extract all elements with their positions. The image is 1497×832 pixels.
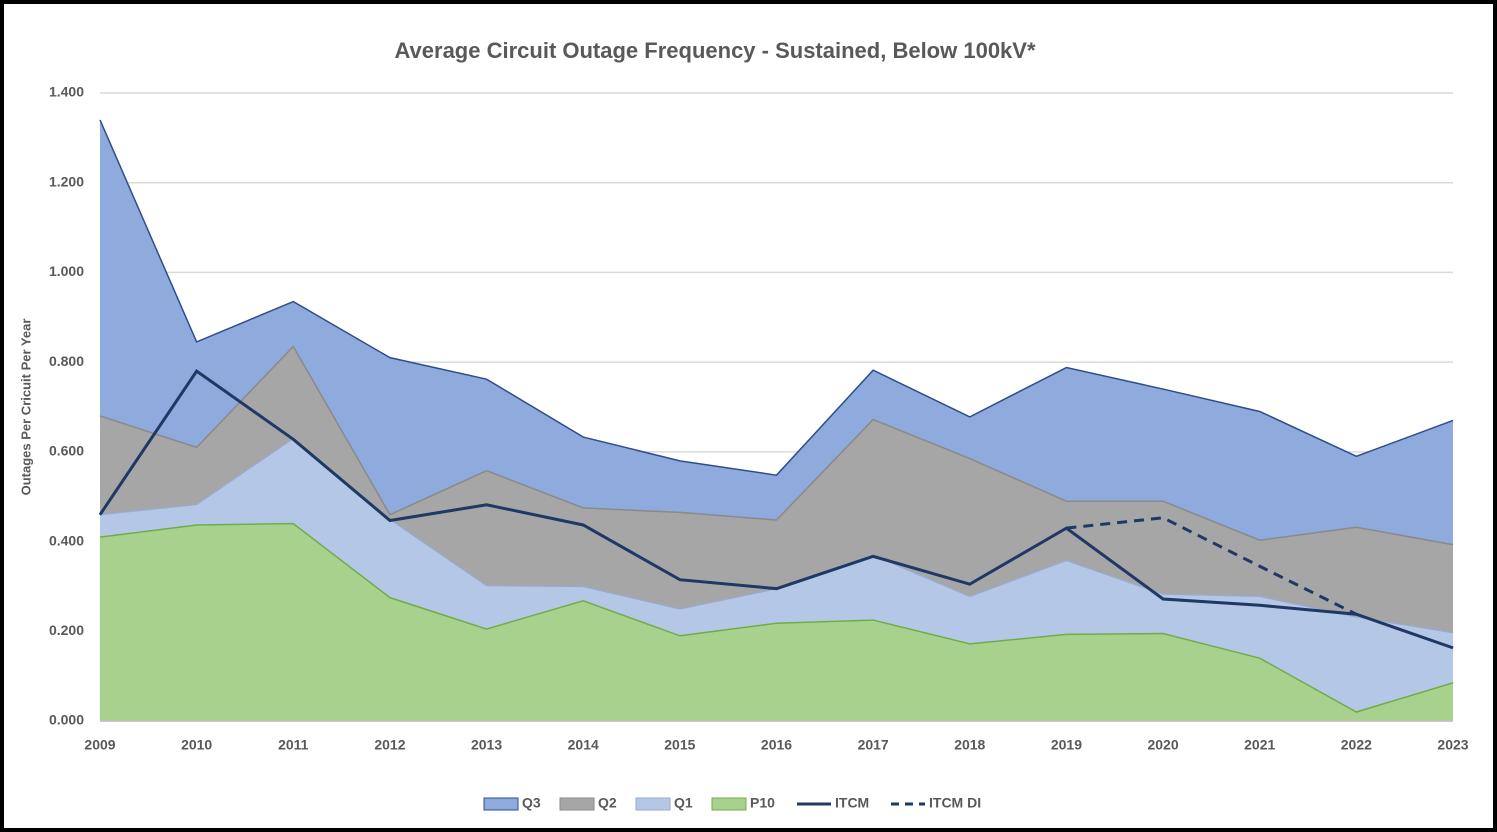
area-edge bbox=[99, 119, 1454, 476]
legend-swatch bbox=[483, 797, 519, 811]
legend-swatch bbox=[559, 797, 595, 811]
line bbox=[98, 369, 1454, 650]
area-edge bbox=[99, 345, 1454, 546]
legend-label: Q3 bbox=[522, 795, 541, 811]
y-tick-label: 0.400 bbox=[49, 532, 84, 548]
legend-swatch bbox=[711, 797, 747, 811]
x-tick-label: 2013 bbox=[471, 737, 502, 753]
area bbox=[100, 523, 1453, 721]
x-tick-label: 2014 bbox=[568, 737, 599, 753]
y-tick-label: 0.000 bbox=[49, 712, 84, 728]
x-tick-label: 2015 bbox=[664, 737, 695, 753]
x-tick-label: 2012 bbox=[374, 737, 405, 753]
x-tick-label: 2022 bbox=[1341, 737, 1372, 753]
line bbox=[1066, 516, 1358, 616]
y-tick-label: 1.200 bbox=[49, 173, 84, 189]
legend-swatch bbox=[635, 797, 671, 811]
legend-label: Q2 bbox=[598, 795, 617, 811]
x-tick-label: 2011 bbox=[278, 737, 309, 753]
y-tick-label: 0.600 bbox=[49, 443, 84, 459]
y-tick-label: 0.200 bbox=[49, 622, 84, 638]
x-tick-label: 2018 bbox=[954, 737, 985, 753]
legend-label: Q1 bbox=[674, 795, 693, 811]
x-tick-label: 2010 bbox=[181, 737, 212, 753]
y-tick-label: 1.000 bbox=[49, 263, 84, 279]
x-tick-label: 2021 bbox=[1244, 737, 1275, 753]
chart-title: Average Circuit Outage Frequency - Susta… bbox=[394, 38, 1035, 63]
y-axis-label: Outages Per Cricuit Per Year bbox=[18, 319, 33, 496]
y-tick-label: 1.400 bbox=[49, 84, 84, 100]
x-tick-label: 2016 bbox=[761, 737, 792, 753]
legend-label: P10 bbox=[750, 795, 775, 811]
x-tick-label: 2019 bbox=[1051, 737, 1082, 753]
x-tick-label: 2017 bbox=[858, 737, 889, 753]
x-tick-label: 2009 bbox=[84, 737, 115, 753]
y-tick-label: 0.800 bbox=[49, 353, 84, 369]
x-tick-label: 2020 bbox=[1147, 737, 1178, 753]
area-edge bbox=[99, 522, 1454, 713]
x-tick-label: 2023 bbox=[1437, 737, 1468, 753]
legend-label: ITCM DI bbox=[929, 795, 981, 811]
legend-label: ITCM bbox=[835, 795, 869, 811]
